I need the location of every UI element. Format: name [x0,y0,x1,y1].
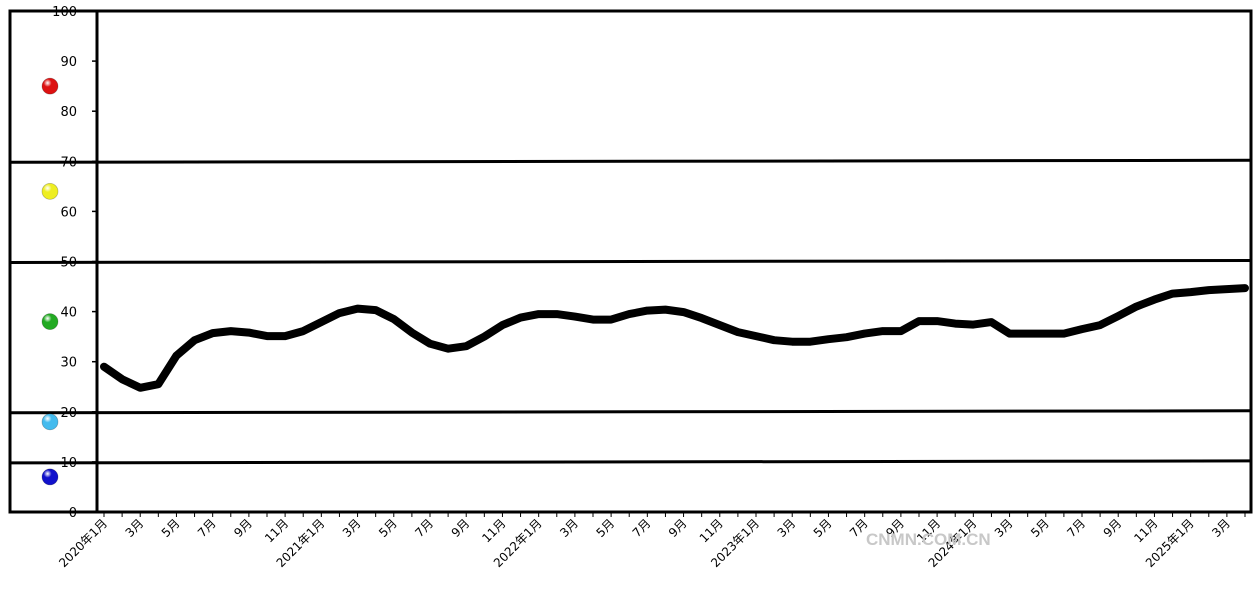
series-line-0 [100,284,1249,392]
zone-boundary-70 [9,158,1252,164]
x-tick-label-14: 5月 [593,516,617,540]
x-tick-label-11: 11月 [479,516,508,545]
y-axis-ticks: 0 10 20 30 40 50 60 70 80 90 100 [52,5,97,521]
y-tick-label-20: 20 [60,406,77,421]
zone-marker-1 [41,182,59,200]
zone-boundary-10 [9,459,1252,465]
zone-bands [8,9,1253,514]
y-tick-label-40: 40 [60,306,77,321]
x-tick-label-28: 9月 [1101,516,1125,540]
zone-boundary-20 [9,409,1252,415]
x-tick-label-13: 3月 [557,516,581,540]
x-tick-label-7: 3月 [340,516,364,540]
x-tick-label-15: 7月 [630,516,654,540]
zone-marker-0 [41,77,59,95]
zone-marker-2 [41,313,59,331]
y-tick-label-30: 30 [60,356,77,371]
y-tick-label-100: 100 [52,5,77,20]
x-tick-label-19: 3月 [775,516,799,540]
x-tick-label-26: 5月 [1028,516,1052,540]
x-tick-label-10: 9月 [449,516,473,540]
x-tick-label-29: 11月 [1131,516,1160,545]
y-tick-label-10: 10 [60,456,77,471]
x-tick-label-20: 5月 [811,516,835,540]
x-tick-label-3: 7月 [195,516,219,540]
x-tick-label-2: 5月 [159,516,183,540]
y-tick-label-90: 90 [60,55,77,70]
y-tick-label-70: 70 [60,155,77,170]
zone-markers [41,77,59,486]
zone-marker-4 [41,468,59,486]
x-tick-label-31: 3月 [1209,516,1233,540]
x-tick-label-0: 2020年1月 [56,516,110,570]
watermark-text: CNMN.COM.CN [866,530,991,549]
x-tick-label-25: 3月 [992,516,1016,540]
y-tick-label-80: 80 [60,105,77,120]
y-tick-label-60: 60 [60,205,77,220]
x-tick-label-9: 7月 [412,516,436,540]
x-tick-label-17: 11月 [697,516,726,545]
x-tick-label-8: 5月 [376,516,400,540]
zone-marker-3 [41,413,59,431]
x-tick-label-4: 9月 [231,516,255,540]
y-tick-label-50: 50 [60,256,77,271]
zone-boundary-50 [9,259,1252,264]
x-tick-label-1: 3月 [123,516,147,540]
y-tick-label-0: 0 [69,506,77,521]
x-tick-label-16: 9月 [666,516,690,540]
x-tick-label-5: 11月 [262,516,291,545]
x-tick-label-27: 7月 [1064,516,1088,540]
series-group [100,284,1249,392]
